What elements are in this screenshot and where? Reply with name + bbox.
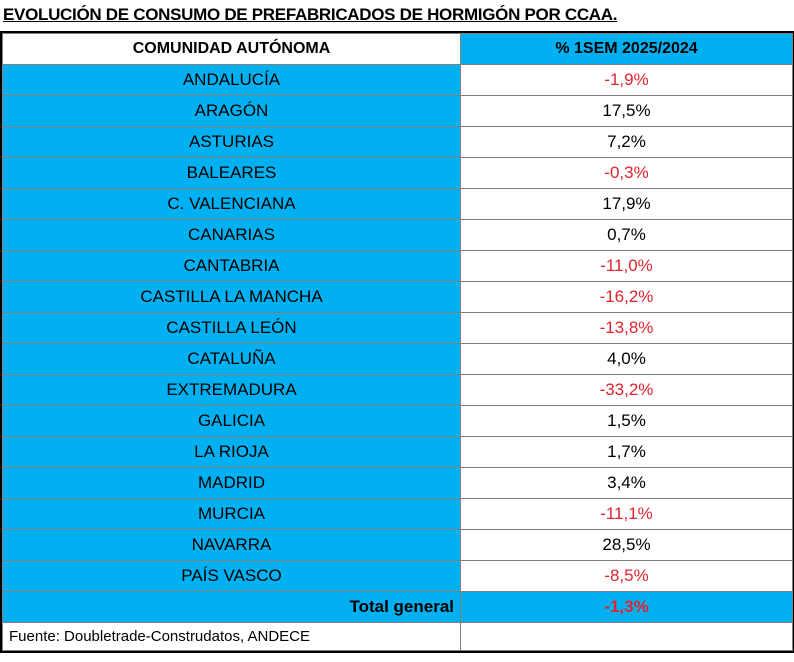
cell: -11,1% xyxy=(460,498,793,530)
data-row: GALICIA 1,5% xyxy=(2,405,793,437)
title: EVOLUCIÓN DE CONSUMO DE PREFABRICADOS DE… xyxy=(3,5,618,24)
data-row: NAVARRA 28,5% xyxy=(2,529,793,561)
cell: ARAGÓN xyxy=(2,95,461,127)
data-row: CANTABRIA -11,0% xyxy=(2,250,793,282)
data-row: LA RIOJA 1,7% xyxy=(2,436,793,468)
data-row: BALEARES -0,3% xyxy=(2,157,793,189)
data-row: C. VALENCIANA 17,9% xyxy=(2,188,793,220)
header-row: COMUNIDAD AUTÓNOMA % 1SEM 2025/2024 xyxy=(2,33,793,65)
table-body: COMUNIDAD AUTÓNOMA % 1SEM 2025/2024 ANDA… xyxy=(2,33,793,651)
data-row: EXTREMADURA -33,2% xyxy=(2,374,793,406)
cell: -1,3% xyxy=(460,591,793,623)
cell: 0,7% xyxy=(460,219,793,251)
data-row: CANARIAS 0,7% xyxy=(2,219,793,251)
cell: Fuente: Doubletrade-Construdatos, ANDECE xyxy=(2,622,461,651)
cell: 17,9% xyxy=(460,188,793,220)
data-row: PAÍS VASCO -8,5% xyxy=(2,560,793,592)
cell: BALEARES xyxy=(2,157,461,189)
cell: LA RIOJA xyxy=(2,436,461,468)
cell: MURCIA xyxy=(2,498,461,530)
cell: -1,9% xyxy=(460,64,793,96)
data-row: MADRID 3,4% xyxy=(2,467,793,499)
data-row: CASTILLA LA MANCHA -16,2% xyxy=(2,281,793,313)
cell: CATALUÑA xyxy=(2,343,461,375)
cell: CASTILLA LA MANCHA xyxy=(2,281,461,313)
cell: -16,2% xyxy=(460,281,793,313)
cell: 4,0% xyxy=(460,343,793,375)
data-row: ASTURIAS 7,2% xyxy=(2,126,793,158)
cell: 17,5% xyxy=(460,95,793,127)
cell: -0,3% xyxy=(460,157,793,189)
data-row: ANDALUCÍA -1,9% xyxy=(2,64,793,96)
cell: ASTURIAS xyxy=(2,126,461,158)
cell: 7,2% xyxy=(460,126,793,158)
cell: -13,8% xyxy=(460,312,793,344)
cell: MADRID xyxy=(2,467,461,499)
data-row: ARAGÓN 17,5% xyxy=(2,95,793,127)
source-row: Fuente: Doubletrade-Construdatos, ANDECE xyxy=(2,622,793,651)
data-table: COMUNIDAD AUTÓNOMA % 1SEM 2025/2024 ANDA… xyxy=(0,31,794,653)
cell: CANTABRIA xyxy=(2,250,461,282)
cell: CASTILLA LEÓN xyxy=(2,312,461,344)
cell: PAÍS VASCO xyxy=(2,560,461,592)
cell: 1,7% xyxy=(460,436,793,468)
cell: C. VALENCIANA xyxy=(2,188,461,220)
cell: NAVARRA xyxy=(2,529,461,561)
cell: -8,5% xyxy=(460,560,793,592)
cell: 28,5% xyxy=(460,529,793,561)
cell: 3,4% xyxy=(460,467,793,499)
cell: -11,0% xyxy=(460,250,793,282)
cell: ANDALUCÍA xyxy=(2,64,461,96)
cell: -33,2% xyxy=(460,374,793,406)
data-row: CATALUÑA 4,0% xyxy=(2,343,793,375)
data-row: MURCIA -11,1% xyxy=(2,498,793,530)
cell: EXTREMADURA xyxy=(2,374,461,406)
cell: Total general xyxy=(2,591,461,623)
header-cell: % 1SEM 2025/2024 xyxy=(460,33,793,65)
cell xyxy=(460,622,793,651)
header-cell: COMUNIDAD AUTÓNOMA xyxy=(2,33,461,65)
data-row: CASTILLA LEÓN -13,8% xyxy=(2,312,793,344)
cell: GALICIA xyxy=(2,405,461,437)
cell: 1,5% xyxy=(460,405,793,437)
total-row: Total general -1,3% xyxy=(2,591,793,623)
cell: CANARIAS xyxy=(2,219,461,251)
